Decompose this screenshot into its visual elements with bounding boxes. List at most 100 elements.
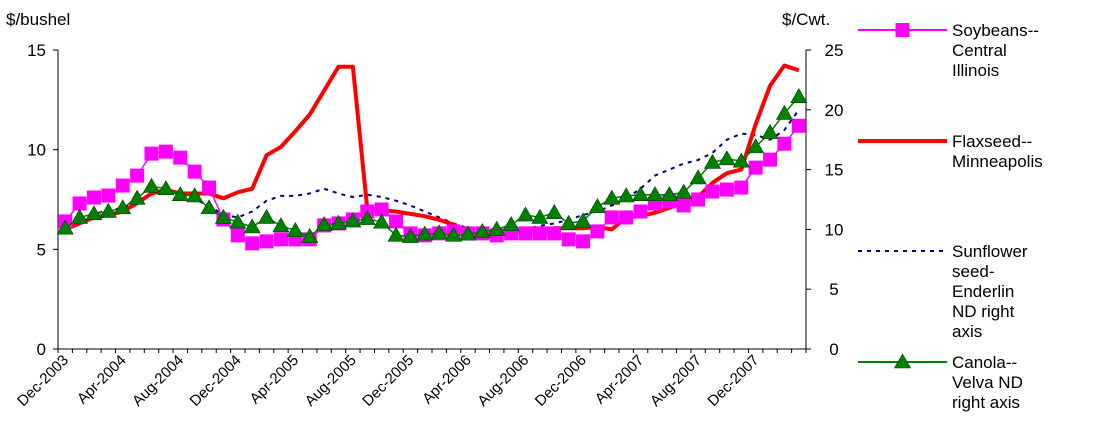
data-point	[718, 150, 736, 166]
series-0	[58, 118, 806, 251]
data-point	[114, 199, 132, 215]
legend-item: Flaxseed--Minneapolis	[858, 132, 1043, 171]
legend-marker	[893, 353, 912, 369]
left-tick-label: 5	[37, 240, 46, 259]
data-point	[574, 212, 592, 228]
data-point	[660, 186, 678, 202]
legend-label: ND right	[952, 302, 1015, 321]
right-axis-label: $/Cwt.	[782, 10, 830, 29]
data-point	[85, 205, 103, 221]
x-tick-label: Apr-2007	[592, 352, 648, 408]
data-point	[344, 212, 362, 228]
right-tick-label: 15	[825, 161, 844, 180]
x-tick-label: Dec-2006	[532, 352, 590, 410]
data-point	[358, 210, 376, 225]
data-point	[532, 226, 547, 241]
data-point	[588, 198, 606, 213]
data-point	[229, 213, 247, 229]
data-point	[734, 180, 749, 195]
data-point	[691, 192, 706, 207]
data-point	[373, 213, 391, 229]
data-point	[561, 232, 576, 247]
left-tick-label: 0	[37, 340, 46, 359]
x-tick-label: Apr-2006	[419, 352, 475, 408]
data-point	[171, 186, 189, 202]
data-point	[173, 150, 188, 165]
right-tick-label: 5	[829, 280, 838, 299]
data-point	[56, 219, 74, 235]
data-point	[732, 152, 750, 168]
data-point	[488, 220, 506, 236]
data-point	[633, 204, 648, 219]
data-point	[243, 218, 261, 234]
series-1	[64, 63, 800, 237]
series-line	[64, 63, 800, 237]
legend-marker	[895, 23, 910, 37]
data-point	[604, 210, 619, 225]
data-point	[576, 234, 591, 249]
data-point	[590, 224, 605, 239]
data-point	[719, 182, 734, 197]
series-line	[64, 125, 800, 245]
data-point	[259, 234, 274, 249]
left-tick-label: 15	[27, 41, 46, 60]
data-point	[761, 123, 779, 139]
data-point	[258, 208, 276, 224]
data-point	[301, 227, 319, 243]
series-line	[64, 96, 800, 238]
data-point	[445, 226, 463, 242]
x-tick-label: Dec-2005	[359, 352, 417, 410]
data-point	[703, 153, 722, 169]
series-line	[64, 109, 800, 233]
data-point	[603, 189, 621, 205]
data-point	[187, 164, 202, 179]
right-tick-label: 25	[825, 41, 844, 60]
data-point	[72, 196, 87, 211]
data-point	[202, 180, 217, 195]
data-point	[144, 146, 159, 161]
data-point	[329, 214, 348, 230]
data-point	[689, 169, 707, 185]
data-point	[71, 208, 89, 224]
data-point	[531, 208, 549, 224]
data-point	[560, 214, 578, 230]
right-tick-label: 0	[829, 340, 838, 359]
legend-label: seed-	[952, 262, 995, 281]
data-point	[101, 188, 116, 203]
data-point	[675, 183, 693, 199]
data-point	[130, 168, 145, 183]
x-tick-label: Aug-2006	[474, 352, 532, 410]
x-tick-label: Dec-2004	[187, 352, 245, 410]
legend-label: Central	[952, 41, 1007, 60]
right-tick-label: 20	[825, 101, 844, 120]
x-tick-label: Aug-2004	[129, 352, 187, 410]
legend-label: Soybeans--	[952, 21, 1039, 40]
data-point	[99, 202, 117, 218]
x-tick-label: Dec-2003	[14, 352, 72, 410]
data-point	[473, 223, 491, 239]
data-point	[230, 228, 245, 243]
data-point	[387, 226, 405, 242]
data-point	[401, 227, 419, 243]
data-point	[775, 104, 793, 120]
data-point	[777, 136, 792, 151]
data-point	[389, 214, 404, 229]
x-axis: Dec-2003 Apr-2004 Aug-2004 Dec-2004 Apr-2005…	[14, 349, 807, 410]
data-point	[430, 224, 448, 240]
data-point	[186, 187, 204, 203]
data-point	[115, 178, 130, 193]
legend-label: Velva ND	[952, 373, 1023, 392]
data-point	[157, 180, 175, 196]
data-point	[790, 88, 808, 103]
data-point	[286, 221, 304, 237]
data-point	[502, 216, 520, 231]
data-point	[416, 225, 434, 241]
x-tick-label: Dec-2007	[704, 352, 762, 410]
data-point	[747, 138, 765, 154]
legend-label: right axis	[952, 393, 1020, 412]
data-point	[676, 198, 691, 213]
x-tick-label: Aug-2005	[302, 352, 360, 410]
